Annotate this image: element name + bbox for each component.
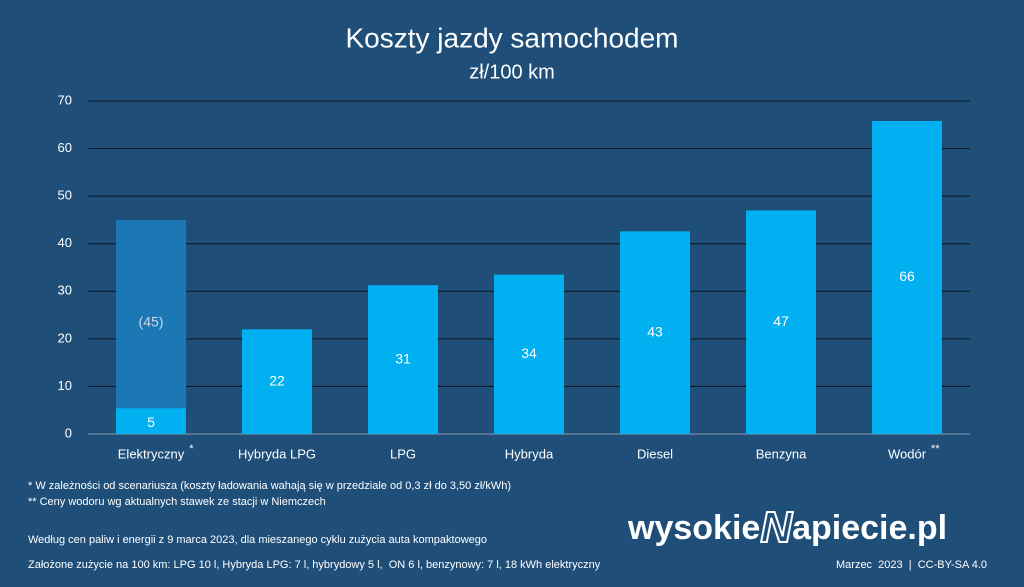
- bar: [116, 408, 186, 434]
- source-note: Założone zużycie na 100 km: LPG 10 l, Hy…: [28, 559, 601, 571]
- y-tick-label: 70: [58, 92, 72, 107]
- range-label: (45): [139, 314, 164, 330]
- range-bar: [116, 219, 186, 434]
- credit: Marzec 2023 | CC-BY-SA 4.0: [836, 559, 987, 571]
- logo: wysokieNapiecie.pl: [627, 502, 947, 553]
- x-tick-label: Hybryda: [505, 446, 554, 461]
- bar: [494, 274, 564, 434]
- x-tick-label: Benzyna: [756, 446, 807, 461]
- x-tick-label: Diesel: [637, 446, 673, 461]
- y-tick-label: 30: [58, 283, 72, 298]
- bar: [746, 210, 816, 434]
- chart-title: Koszty jazdy samochodem: [345, 22, 678, 53]
- logo-part: wysokie: [627, 509, 760, 547]
- y-tick-label: 10: [58, 378, 72, 393]
- logo-part: N: [760, 503, 793, 552]
- bar: [368, 285, 438, 434]
- x-tick-label: Wodór: [888, 446, 927, 461]
- y-tick-label: 40: [58, 235, 72, 250]
- category-mark: **: [931, 443, 940, 455]
- value-label: 47: [773, 313, 789, 329]
- source-note: Według cen paliw i energii z 9 marca 202…: [28, 534, 487, 546]
- value-label: 43: [647, 323, 663, 339]
- y-tick-label: 20: [58, 330, 72, 345]
- chart-subtitle: zł/100 km: [469, 61, 555, 83]
- value-label: 66: [899, 268, 915, 284]
- value-label: 31: [395, 350, 411, 366]
- logo-part: apiecie.pl: [792, 509, 947, 547]
- bar: [242, 329, 312, 434]
- x-tick-label: Hybryda LPG: [238, 446, 316, 461]
- logo-text: wysokieNapiecie.pl: [627, 503, 947, 552]
- bar: [872, 120, 942, 434]
- x-tick-label: LPG: [390, 446, 416, 461]
- y-tick-label: 60: [58, 140, 72, 155]
- value-label: 22: [269, 372, 285, 388]
- bar: [620, 231, 690, 434]
- value-label: 5: [147, 414, 155, 430]
- footnote: * W zależności od scenariusza (koszty ła…: [28, 480, 511, 492]
- y-tick-label: 0: [65, 425, 72, 440]
- y-tick-label: 50: [58, 188, 72, 203]
- value-label: 34: [521, 345, 537, 361]
- x-tick-label: Elektryczny: [118, 446, 185, 461]
- footnote: ** Ceny wodoru wg aktualnych stawek ze s…: [28, 496, 326, 508]
- category-mark: *: [189, 443, 194, 455]
